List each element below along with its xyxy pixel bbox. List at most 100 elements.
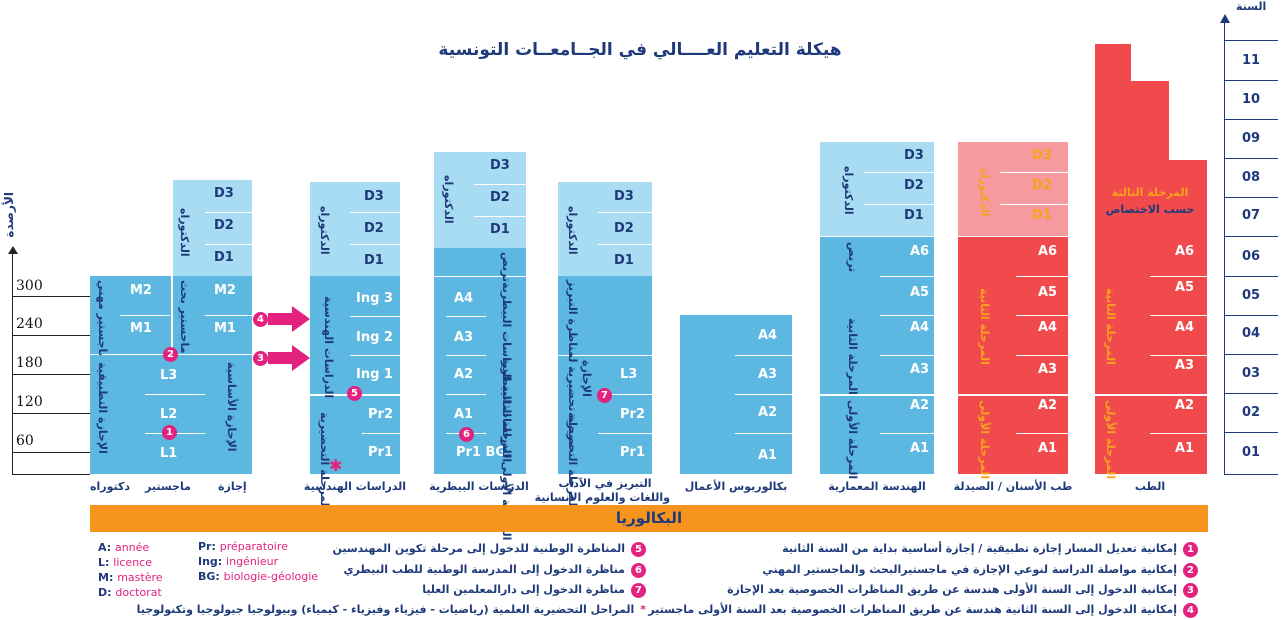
vet-cycle2-vlabel: المرحلة الثانية الدراسات البيطرية bbox=[500, 282, 513, 463]
divider bbox=[1150, 315, 1207, 316]
credit-gridline bbox=[12, 413, 90, 414]
note-text: إمكانية الدخول إلى السنة الثانية هندسة ع… bbox=[648, 603, 1177, 616]
note-3: 3 إمكانية الدخول إلى السنة الأولى هندسة ع… bbox=[727, 583, 1198, 598]
med-cycle3-label-line2: حسب الاختصاص bbox=[1105, 203, 1195, 216]
dent-doctorate-block bbox=[958, 142, 1068, 236]
legend-abbr: BG: bbox=[198, 570, 220, 583]
med-a4: A4 bbox=[1175, 320, 1195, 335]
credit-120: 120 bbox=[16, 394, 43, 410]
agreg-prep-vlabel: المرحلة التحضيرية bbox=[566, 412, 579, 511]
year-tick bbox=[1224, 158, 1278, 159]
divider bbox=[958, 394, 1068, 396]
divider bbox=[1016, 315, 1068, 316]
dent-doctorate-vlabel: الدكتوراه bbox=[978, 168, 991, 217]
lmd-m1-res: M1 bbox=[214, 321, 236, 336]
divider bbox=[735, 355, 792, 356]
agreg-pr1: Pr1 bbox=[620, 445, 645, 460]
lmd-doctorate-block bbox=[173, 180, 252, 276]
med-a6: A6 bbox=[1175, 244, 1195, 259]
year-axis-line bbox=[1224, 22, 1225, 474]
credit-240: 240 bbox=[16, 316, 43, 332]
note-5: 5 المناظرة الوطنية للدخول إلى مرحلة تكوين… bbox=[332, 542, 646, 557]
vet-a1: A1 bbox=[454, 407, 474, 422]
year-tick bbox=[1224, 432, 1278, 433]
divider bbox=[880, 433, 934, 434]
lmd-l1: L1 bbox=[160, 446, 178, 461]
vet-caption: الدراسات البيطرية bbox=[429, 480, 529, 493]
med-cycle1-vlabel: المرحلة الأولى bbox=[1104, 400, 1117, 480]
divider bbox=[434, 276, 526, 277]
note-7: 7 مناظرة الدخول إلى دارالمعلمين العليا bbox=[422, 583, 646, 598]
agreg-caption-line2: واللغات والعلوم الانسانية bbox=[534, 491, 670, 504]
legend-text: année bbox=[114, 541, 150, 554]
divider bbox=[446, 355, 486, 356]
note-badge: 7 bbox=[631, 583, 646, 598]
med-a2: A2 bbox=[1175, 398, 1195, 413]
note-1: 1 إمكانية تعديل المسار إجازة تطبيقية / إج… bbox=[782, 542, 1198, 557]
lmd-master-res-vlabel: ماجستير بحث bbox=[178, 280, 191, 354]
credit-gridline bbox=[12, 374, 90, 375]
lmd-caption-master: ماجستير bbox=[145, 480, 191, 493]
eng-ing2: Ing 2 bbox=[356, 330, 393, 345]
arch-cycle2-vlabel: المرحلة الثانية bbox=[846, 318, 859, 395]
year-02: 02 bbox=[1241, 405, 1261, 420]
note-text: المناظرة الوطنية للدخول إلى مرحلة تكوين … bbox=[332, 542, 625, 555]
credit-gridline bbox=[12, 296, 90, 297]
legend-abbr-bg: BG: biologie-géologie bbox=[198, 570, 318, 583]
year-axis-arrow bbox=[1220, 14, 1230, 23]
dent-a2: A2 bbox=[1038, 398, 1058, 413]
vet-studies-block bbox=[434, 248, 526, 474]
lmd-caption-licence: إجازة bbox=[218, 480, 247, 493]
arch-doctorate-block bbox=[820, 142, 934, 236]
badge-3: 3 bbox=[253, 351, 268, 366]
credits-axis-line bbox=[12, 252, 13, 474]
med-a1: A1 bbox=[1175, 441, 1195, 456]
lmd-l3: L3 bbox=[160, 368, 178, 383]
vet-a4: A4 bbox=[454, 291, 474, 306]
agreg-d1: D1 bbox=[614, 253, 634, 268]
credit-60: 60 bbox=[16, 433, 34, 449]
asterisk-icon: ✱ bbox=[329, 456, 343, 475]
dent-a6: A6 bbox=[1038, 244, 1058, 259]
lmd-lic-fund-vlabel: الإجازة الأساسية bbox=[225, 362, 238, 452]
badge-6: 6 bbox=[459, 427, 474, 442]
legend-text: licence bbox=[113, 556, 152, 569]
arch-a3: A3 bbox=[910, 362, 930, 377]
eng-caption: الدراسات الهندسية bbox=[303, 480, 407, 493]
year-tick bbox=[1224, 236, 1278, 237]
arch-caption: الهندسة المعمارية bbox=[828, 480, 926, 493]
divider bbox=[820, 394, 934, 396]
year-tick bbox=[1224, 40, 1278, 41]
lmd-licence-block bbox=[90, 355, 252, 474]
divider bbox=[1095, 394, 1207, 396]
legend-text: mastère bbox=[117, 571, 163, 584]
credit-gridline bbox=[12, 335, 90, 336]
arch-doctorate-vlabel: الدكتوراه bbox=[842, 166, 855, 215]
note-badge: 4 bbox=[1183, 603, 1198, 618]
divider bbox=[598, 394, 652, 395]
lmd-m2-pro: M2 bbox=[130, 283, 152, 298]
legend-abbr: Pr: bbox=[198, 540, 216, 553]
eng-studies-vlabel: الدراسات الهندسية bbox=[322, 296, 335, 399]
credits-axis-arrow bbox=[8, 246, 18, 254]
dent-d3: D3 bbox=[1032, 148, 1052, 163]
bba-a4: A4 bbox=[758, 328, 778, 343]
legend-text: ingénieur bbox=[226, 555, 279, 568]
arch-d2: D2 bbox=[904, 178, 924, 193]
legend-abbr: D: bbox=[98, 586, 112, 599]
credit-gridline bbox=[12, 452, 90, 453]
year-tick bbox=[1224, 119, 1278, 120]
divider bbox=[880, 276, 934, 277]
eng-d3: D3 bbox=[364, 189, 384, 204]
agreg-studies-block bbox=[558, 276, 652, 474]
bba-a3: A3 bbox=[758, 367, 778, 382]
bba-a2: A2 bbox=[758, 405, 778, 420]
divider bbox=[1016, 433, 1068, 434]
divider bbox=[446, 316, 486, 317]
year-tick bbox=[1224, 276, 1278, 277]
eng-doctorate-vlabel: الدكتوراه bbox=[318, 206, 331, 255]
med-cycle3-block-a bbox=[1095, 44, 1131, 237]
divider bbox=[735, 433, 792, 434]
year-11: 11 bbox=[1241, 53, 1261, 68]
vet-d2: D2 bbox=[490, 190, 510, 205]
